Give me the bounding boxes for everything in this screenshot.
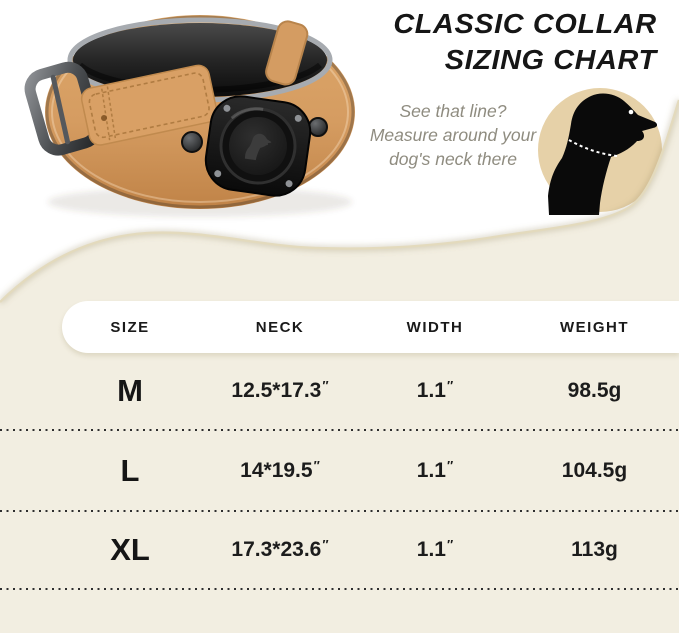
column-header-width: WIDTH	[406, 318, 464, 336]
table-header-pill	[62, 301, 679, 353]
row-divider	[0, 588, 679, 590]
width-number: 1.1	[416, 458, 446, 482]
weight-value: 98.5g	[567, 378, 622, 402]
wave-background	[0, 99, 679, 633]
keeper-loop	[265, 20, 309, 86]
weight-value: 104.5g	[561, 458, 628, 482]
inch-mark: ″	[322, 537, 329, 552]
row-divider	[0, 429, 679, 431]
screw-icon	[214, 170, 222, 178]
table-row-xl: XL 17.3*23.6″ 1.1″ 113g	[0, 512, 679, 588]
inch-mark: ″	[446, 457, 454, 473]
note-line-2: Measure around your	[369, 125, 537, 145]
size-value: L	[120, 452, 140, 488]
weight-value: 113g	[571, 538, 618, 561]
screw-icon	[294, 114, 302, 122]
dog-eye-dot	[628, 109, 634, 115]
table-row-m: M 12.5*17.3″ 1.1″ 98.5g	[0, 352, 679, 429]
width-number: 1.1	[416, 378, 446, 402]
width-value: 1.1″	[360, 537, 510, 562]
neck-value: 17.3*23.6″	[200, 537, 360, 562]
dog-neck-measure-icon	[538, 88, 662, 215]
strap-end	[80, 64, 218, 146]
column-header-weight: WEIGHT	[560, 318, 629, 336]
neck-value: 14*19.5″	[200, 457, 360, 483]
inch-mark: ″	[446, 377, 454, 393]
page-title: CLASSIC COLLAR SIZING CHART	[394, 6, 657, 78]
neck-number: 12.5*17.3	[231, 378, 322, 402]
size-value: M	[117, 372, 143, 408]
airtag-holder	[204, 95, 312, 197]
table-row-l: L 14*19.5″ 1.1″ 104.5g	[0, 431, 679, 510]
rivet-right	[308, 117, 328, 137]
note-line-3: dog's neck there	[389, 149, 517, 169]
screw-icon	[223, 104, 231, 112]
airtag-collar-photo	[24, 15, 355, 217]
rivet-left	[181, 131, 203, 153]
row-divider	[0, 510, 679, 512]
inch-mark: ″	[313, 457, 320, 473]
stitching	[88, 72, 210, 139]
table-header-row: SIZE NECK WIDTH WEIGHT	[0, 301, 679, 353]
title-line-2: SIZING CHART	[445, 44, 657, 75]
title-line-1: CLASSIC COLLAR	[393, 8, 657, 39]
width-number: 1.1	[416, 538, 446, 561]
note-line-1: See that line?	[399, 101, 507, 121]
neck-number: 14*19.5	[240, 458, 313, 482]
width-value: 1.1″	[360, 377, 510, 403]
strap-hole	[101, 115, 107, 121]
neck-number: 17.3*23.6	[231, 538, 322, 561]
measure-note: See that line? Measure around your dog's…	[346, 99, 560, 171]
neck-value: 12.5*17.3″	[200, 377, 360, 403]
column-header-size: SIZE	[110, 318, 150, 336]
size-value: XL	[110, 532, 150, 567]
width-value: 1.1″	[360, 457, 510, 483]
inch-mark: ″	[446, 537, 454, 552]
inch-mark: ″	[322, 377, 329, 393]
column-header-neck: NECK	[255, 318, 305, 336]
measure-line	[568, 139, 618, 157]
screw-icon	[285, 180, 293, 188]
